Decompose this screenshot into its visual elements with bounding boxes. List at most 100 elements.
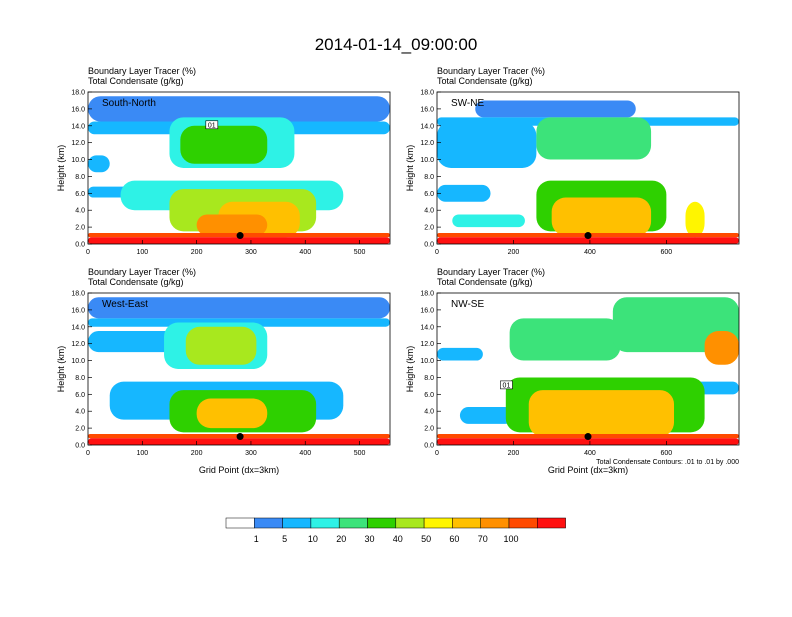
y-tick-label: 14.0 (71, 123, 85, 130)
plot-frame (436, 91, 740, 245)
x-tick-label: 300 (245, 450, 257, 457)
panel-subtitle-1: Boundary Layer Tracer (%) (437, 267, 545, 277)
colorbar-label: 20 (336, 534, 346, 544)
panel-nw-se: 01 0.0 2.0 4.0 6.0 8.0 10.0 12.0 14.0 16.0 18.0 0 20… (405, 267, 740, 475)
panel-subtitle-2: Total Condensate (g/kg) (88, 277, 184, 287)
colorbar-label: 70 (478, 534, 488, 544)
y-tick-label: 10.0 (420, 358, 434, 365)
x-tick-label: 200 (191, 450, 203, 457)
panel-label: NW-SE (451, 299, 484, 310)
y-tick-label: 18.0 (71, 90, 85, 97)
colorbar-swatch (480, 517, 510, 529)
x-tick-label: 600 (661, 450, 673, 457)
x-tick-label: 200 (508, 450, 520, 457)
x-tick-label: 400 (584, 249, 596, 256)
y-tick-label: 0.0 (75, 242, 85, 249)
y-tick-label: 18.0 (420, 291, 434, 298)
y-tick-label: 2.0 (424, 225, 434, 232)
tracer-region (528, 390, 675, 437)
panel-subtitle-2: Total Condensate (g/kg) (437, 76, 533, 86)
colorbar-swatch (395, 517, 425, 529)
colorbar-label: 5 (282, 534, 287, 544)
colorbar-label: 1 (254, 534, 259, 544)
tracer-region (509, 318, 621, 361)
y-tick-label: 18.0 (71, 291, 85, 298)
tracer-region (551, 197, 652, 236)
y-tick-label: 16.0 (420, 106, 434, 113)
y-tick-label: 8.0 (75, 375, 85, 382)
y-tick-label: 10.0 (71, 157, 85, 164)
contour-label-box (205, 120, 219, 130)
plot-frame (87, 292, 391, 446)
colorbar-swatch (537, 517, 566, 529)
tracer-region (437, 184, 491, 202)
y-tick-label: 14.0 (420, 324, 434, 331)
y-tick-label: 14.0 (420, 123, 434, 130)
location-marker (236, 232, 244, 240)
colorbar-label: 60 (449, 534, 459, 544)
location-marker (236, 433, 244, 441)
colorbar-label: 30 (364, 534, 374, 544)
contour-label: 01 (208, 122, 216, 129)
tracer-region (88, 155, 110, 173)
y-axis-label: Height (km) (56, 346, 66, 393)
y-tick-label: 4.0 (424, 208, 434, 215)
y-tick-label: 4.0 (75, 208, 85, 215)
y-axis-label: Height (km) (56, 145, 66, 192)
tracer-region (88, 237, 390, 244)
colorbar: 1 5 10 20 30 40 50 60 70 100 (225, 517, 566, 544)
panel-subtitle-2: Total Condensate (g/kg) (437, 277, 533, 287)
y-tick-label: 12.0 (420, 341, 434, 348)
x-tick-label: 0 (435, 249, 439, 256)
panel-subtitle-1: Boundary Layer Tracer (%) (88, 66, 196, 76)
tracer-region (475, 100, 636, 118)
y-tick-label: 12.0 (71, 341, 85, 348)
y-tick-label: 14.0 (71, 324, 85, 331)
plot-frame (87, 91, 391, 245)
y-tick-label: 10.0 (420, 157, 434, 164)
y-tick-label: 6.0 (75, 392, 85, 399)
location-marker (584, 433, 592, 441)
colorbar-swatch (508, 517, 538, 529)
y-axis-label: Height (km) (405, 145, 415, 192)
x-tick-label: 300 (245, 249, 257, 256)
panel-sw-ne: 0.0 2.0 4.0 6.0 8.0 10.0 12.0 14.0 16.0 18.0 0 200 4… (405, 66, 740, 256)
y-tick-label: 6.0 (424, 392, 434, 399)
panel-subtitle-1: Boundary Layer Tracer (%) (88, 267, 196, 277)
x-tick-label: 0 (86, 450, 90, 457)
colorbar-label: 100 (503, 534, 518, 544)
field-layer (88, 96, 390, 244)
y-tick-label: 16.0 (71, 307, 85, 314)
tracer-region (452, 214, 525, 228)
colorbar-swatch (282, 517, 312, 529)
y-tick-label: 18.0 (420, 90, 434, 97)
x-tick-label: 400 (584, 450, 596, 457)
x-tick-label: 100 (136, 249, 148, 256)
colorbar-swatch (254, 517, 283, 529)
y-tick-label: 0.0 (75, 443, 85, 450)
y-tick-label: 2.0 (424, 426, 434, 433)
x-tick-label: 0 (86, 249, 90, 256)
tracer-region (459, 407, 514, 424)
x-tick-label: 200 (508, 249, 520, 256)
y-tick-label: 16.0 (420, 307, 434, 314)
figure-title: 2014-01-14_09:00:00 (315, 35, 478, 54)
tracer-region (88, 96, 390, 122)
location-marker (584, 232, 592, 240)
tracer-region (196, 214, 268, 236)
y-tick-label: 2.0 (75, 426, 85, 433)
tracer-region (704, 331, 739, 365)
tracer-region (185, 326, 257, 365)
contour-note: Total Condensate Contours: .01 to .01 by… (596, 459, 739, 466)
x-axis-label: Grid Point (dx=3km) (548, 465, 628, 475)
y-tick-label: 0.0 (424, 443, 434, 450)
colorbar-label: 40 (393, 534, 403, 544)
colorbar-label: 10 (308, 534, 318, 544)
x-axis-label: Grid Point (dx=3km) (199, 465, 279, 475)
y-tick-label: 12.0 (71, 140, 85, 147)
y-tick-label: 12.0 (420, 140, 434, 147)
panel-subtitle-1: Boundary Layer Tracer (%) (437, 66, 545, 76)
tracer-region (685, 201, 705, 238)
x-tick-label: 200 (191, 249, 203, 256)
